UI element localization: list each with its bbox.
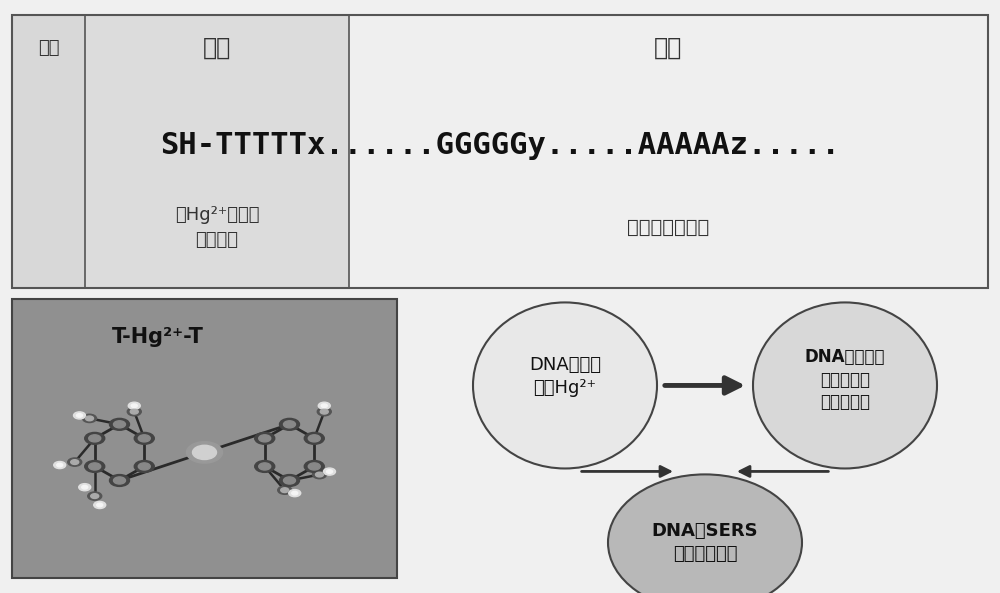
- Circle shape: [304, 432, 324, 444]
- Circle shape: [289, 490, 301, 497]
- Bar: [12, 15, 85, 288]
- Text: DNA的结构及
在金属表面
的取向改变: DNA的结构及 在金属表面 的取向改变: [805, 348, 885, 411]
- Circle shape: [138, 463, 150, 470]
- Circle shape: [318, 402, 330, 409]
- Bar: [85, 15, 349, 288]
- Circle shape: [82, 486, 88, 489]
- Circle shape: [324, 468, 336, 475]
- Circle shape: [85, 432, 105, 444]
- Bar: [12, 15, 988, 288]
- Circle shape: [128, 402, 140, 409]
- Ellipse shape: [473, 302, 657, 468]
- Circle shape: [308, 463, 320, 470]
- Text: 输出: 输出: [654, 36, 682, 59]
- Bar: [349, 15, 988, 288]
- Circle shape: [89, 463, 101, 470]
- Text: 与Hg²⁺特异性
作用片段: 与Hg²⁺特异性 作用片段: [175, 206, 259, 249]
- Circle shape: [79, 484, 91, 491]
- Circle shape: [127, 407, 141, 416]
- Circle shape: [255, 432, 275, 444]
- Circle shape: [54, 461, 66, 468]
- Circle shape: [320, 409, 328, 414]
- Circle shape: [138, 435, 150, 442]
- Text: T-Hg²⁺-T: T-Hg²⁺-T: [112, 327, 204, 347]
- Text: 固定: 固定: [38, 39, 59, 56]
- Circle shape: [89, 435, 101, 442]
- Circle shape: [74, 412, 86, 419]
- Circle shape: [134, 432, 154, 444]
- Text: SH-TTTTTx......GGGGGy.....AAAAAz.....: SH-TTTTTx......GGGGGy.....AAAAAz.....: [160, 131, 840, 160]
- Circle shape: [110, 474, 130, 486]
- Circle shape: [192, 445, 217, 460]
- Circle shape: [304, 461, 324, 473]
- Circle shape: [316, 472, 324, 477]
- Circle shape: [292, 492, 298, 495]
- Bar: [12, 299, 397, 578]
- Circle shape: [86, 416, 94, 421]
- Ellipse shape: [753, 302, 937, 468]
- Circle shape: [281, 488, 289, 493]
- Circle shape: [187, 442, 223, 463]
- Circle shape: [130, 409, 138, 414]
- Circle shape: [278, 486, 292, 495]
- Circle shape: [284, 421, 296, 428]
- Circle shape: [71, 460, 79, 464]
- Circle shape: [57, 463, 63, 467]
- Text: DNA特异性
结合Hg²⁺: DNA特异性 结合Hg²⁺: [529, 356, 601, 397]
- Ellipse shape: [608, 474, 802, 593]
- Circle shape: [255, 461, 275, 473]
- Circle shape: [88, 492, 102, 500]
- Text: 信号的输出片段: 信号的输出片段: [627, 218, 709, 237]
- Circle shape: [97, 503, 103, 507]
- Circle shape: [259, 463, 271, 470]
- Circle shape: [114, 421, 126, 428]
- Circle shape: [83, 415, 97, 423]
- Circle shape: [321, 404, 327, 407]
- Circle shape: [308, 435, 320, 442]
- Circle shape: [259, 435, 271, 442]
- Circle shape: [326, 470, 332, 473]
- Circle shape: [68, 458, 82, 466]
- Circle shape: [312, 470, 326, 479]
- Text: DNA的SERS
光谱发生变化: DNA的SERS 光谱发生变化: [652, 522, 758, 563]
- Circle shape: [91, 494, 99, 499]
- Text: 捕获: 捕获: [203, 36, 231, 59]
- Circle shape: [131, 404, 137, 407]
- Circle shape: [134, 461, 154, 473]
- Circle shape: [94, 502, 106, 509]
- Circle shape: [280, 419, 300, 431]
- Circle shape: [280, 474, 300, 486]
- Circle shape: [85, 461, 105, 473]
- Circle shape: [284, 477, 296, 484]
- Circle shape: [317, 407, 331, 416]
- Circle shape: [77, 414, 83, 417]
- Circle shape: [114, 477, 126, 484]
- Circle shape: [110, 419, 130, 431]
